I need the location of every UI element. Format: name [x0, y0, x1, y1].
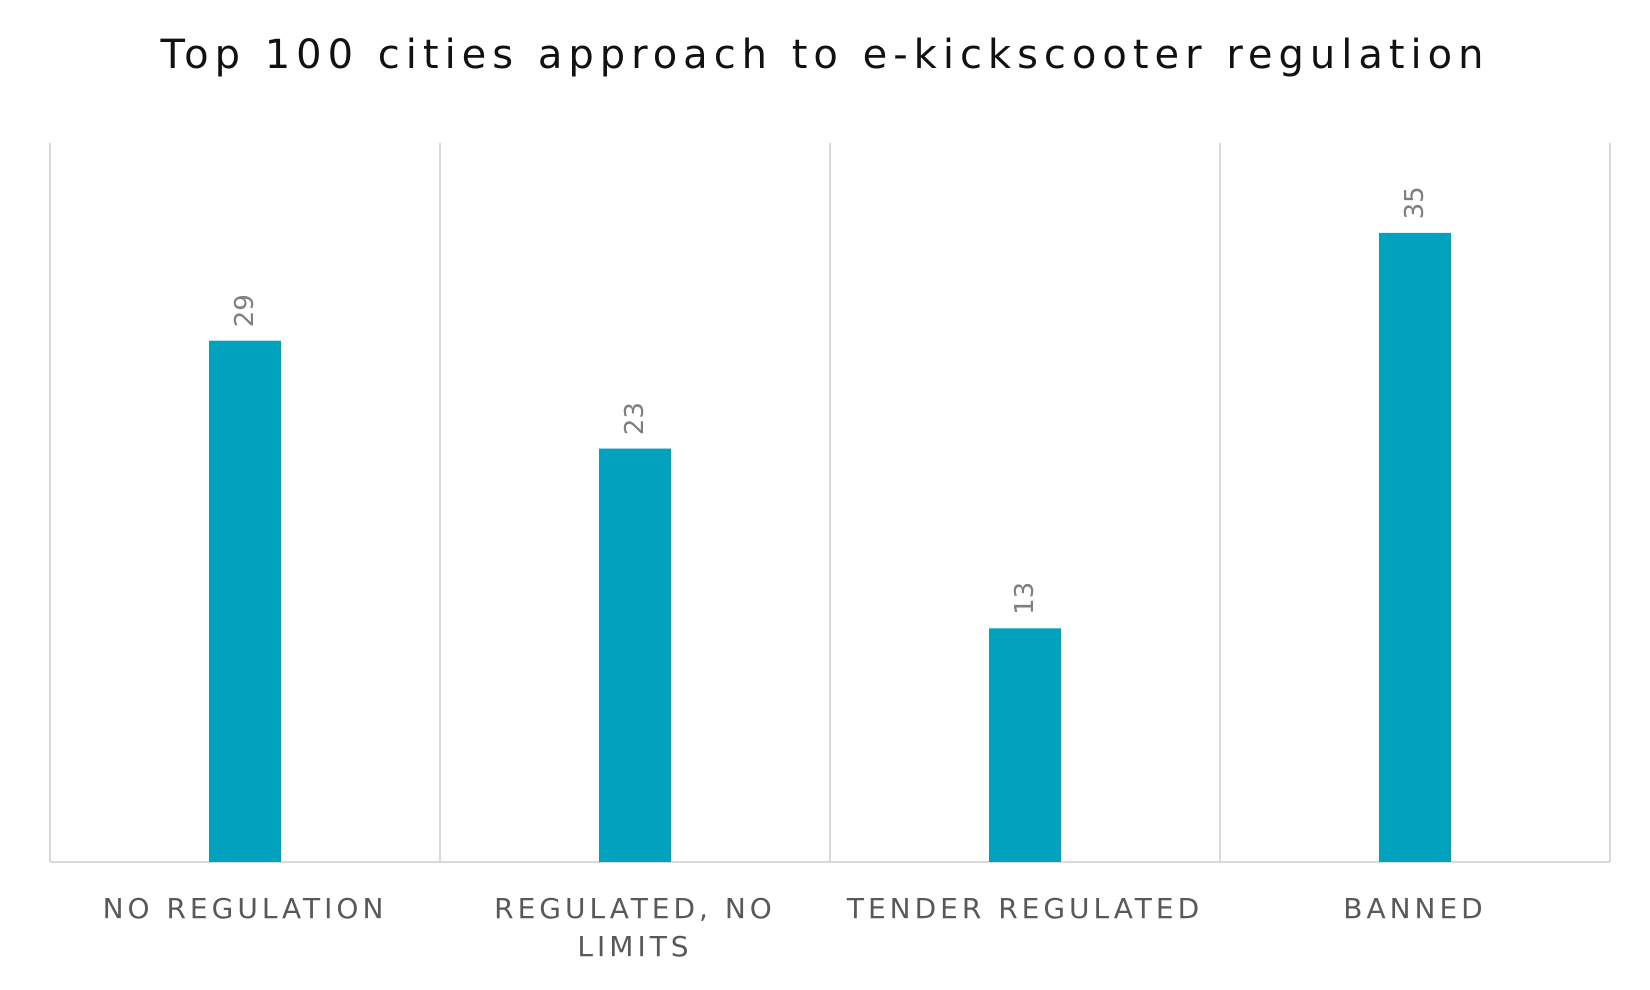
data-label-0: 29 — [230, 294, 260, 327]
bar-1 — [599, 448, 671, 862]
data-label-2: 13 — [1010, 582, 1040, 615]
data-label-1: 23 — [620, 402, 650, 435]
chart-title: Top 100 cities approach to e-kickscooter… — [160, 32, 1490, 78]
category-label-3: BANNED — [1343, 892, 1487, 925]
category-label-2: TENDER REGULATED — [846, 892, 1203, 925]
bar-0 — [209, 340, 281, 863]
data-label-3: 35 — [1400, 186, 1430, 219]
bar-3 — [1379, 232, 1451, 862]
category-label-1-line-1: LIMITS — [577, 930, 692, 963]
bar-2 — [989, 628, 1061, 862]
category-label-0: NO REGULATION — [103, 892, 388, 925]
category-label-1-line-0: REGULATED, NO — [494, 892, 776, 925]
